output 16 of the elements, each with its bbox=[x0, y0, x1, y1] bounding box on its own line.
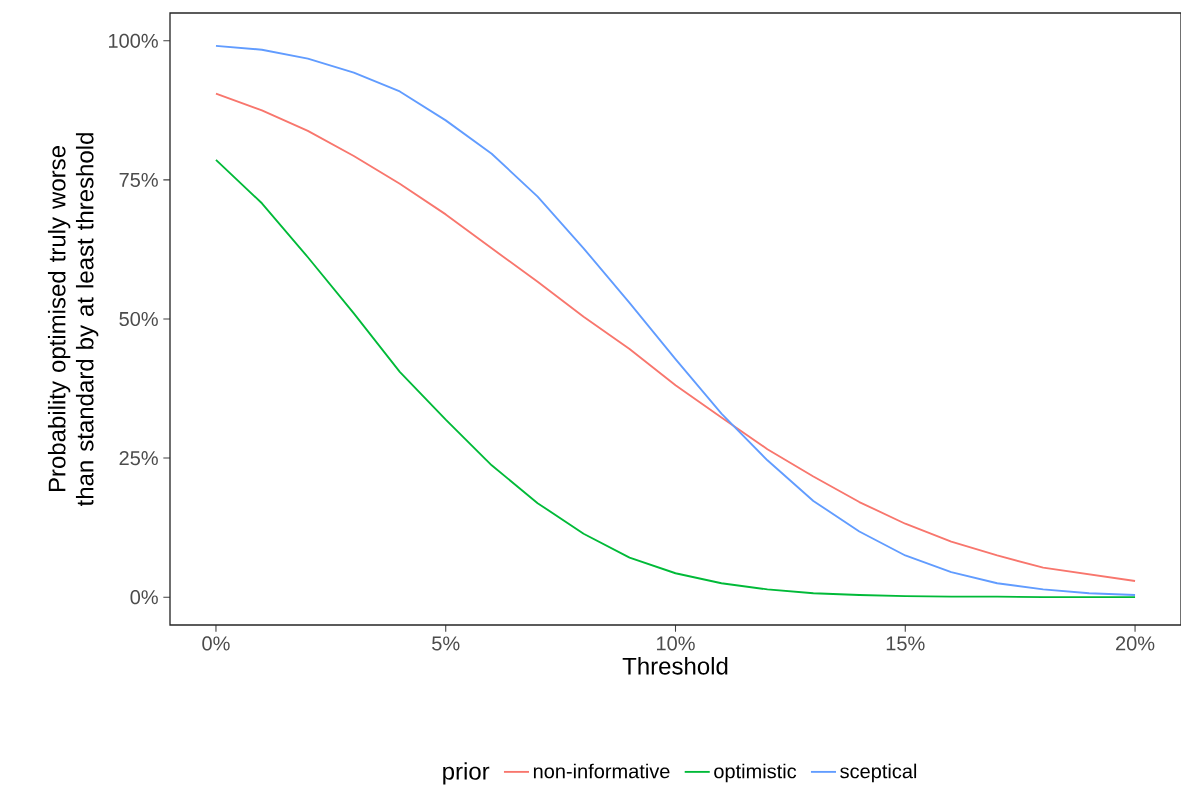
y-tick-label: 25% bbox=[119, 451, 158, 466]
x-tick-label: 5% bbox=[432, 636, 460, 651]
x-tick-label: 10% bbox=[657, 636, 695, 651]
y-axis-title: Probability optimised truly worse than standard by at least threshold bbox=[47, 133, 99, 507]
legend-title: prior bbox=[443, 762, 490, 785]
x-axis-title: Threshold bbox=[622, 657, 728, 675]
x-tick-label: 15% bbox=[886, 636, 925, 651]
legend-label: sceptical bbox=[840, 763, 917, 783]
legend-label: non-informative bbox=[533, 763, 670, 779]
y-tick-label: 75% bbox=[119, 172, 158, 187]
y-tick-label: 100% bbox=[109, 33, 158, 48]
x-tick-label: 20% bbox=[1116, 636, 1155, 651]
x-tick-label: 0% bbox=[202, 636, 230, 651]
y-tick-label: 0% bbox=[130, 590, 158, 605]
y-tick-label: 50% bbox=[119, 311, 158, 327]
legend-label: optimistic bbox=[714, 763, 797, 783]
